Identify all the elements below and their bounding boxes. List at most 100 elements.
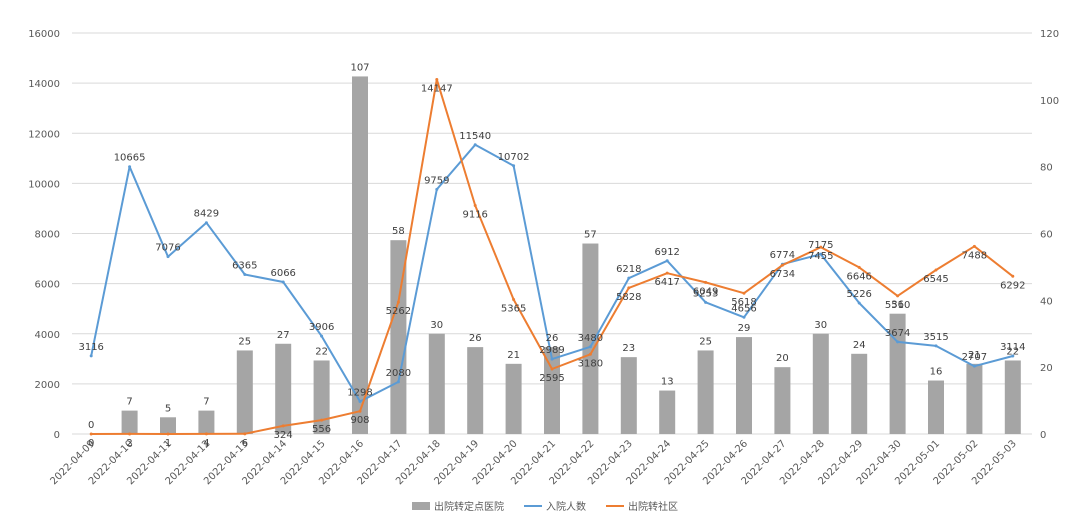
line-point — [89, 432, 93, 436]
line-point — [204, 221, 208, 225]
line-point — [857, 301, 861, 305]
line-point — [588, 345, 592, 349]
legend-label: 出院转定点医院 — [434, 500, 504, 513]
bar — [352, 76, 368, 435]
line-data-label: 7076 — [155, 243, 180, 254]
bar — [812, 333, 829, 434]
line-data-label: 6417 — [654, 277, 679, 288]
bar-data-label: 22 — [1006, 346, 1019, 357]
line-data-label: 6066 — [270, 268, 295, 279]
line-point — [128, 165, 132, 169]
line-data-label: 2595 — [539, 373, 564, 384]
line-point — [281, 424, 285, 428]
line-data-label: 7488 — [962, 250, 987, 261]
line-data-label: 0 — [88, 438, 94, 449]
line-data-label: 3480 — [578, 333, 603, 344]
line-point — [166, 255, 170, 259]
bar-data-label: 27 — [277, 330, 290, 341]
right-axis-tick-label: 20 — [1040, 363, 1053, 374]
line-point — [512, 164, 516, 168]
right-axis-tick-label: 60 — [1040, 230, 1053, 241]
line-data-label: 3180 — [578, 358, 603, 369]
line-data-label: 556 — [312, 424, 331, 435]
line-data-label: 8429 — [194, 209, 219, 220]
legend: 出院转定点医院 入院人数 出院转社区 — [412, 500, 678, 513]
right-axis-tick-label: 80 — [1040, 163, 1053, 174]
bar — [697, 350, 714, 434]
bar — [390, 240, 407, 434]
bar-data-label: 16 — [930, 367, 943, 378]
line-data-label: 5510 — [885, 300, 910, 311]
line-data-label: 6218 — [616, 264, 641, 275]
line-point — [857, 265, 861, 269]
bar-data-label: 21 — [507, 350, 520, 361]
line-point — [512, 298, 516, 302]
line-point — [243, 272, 247, 276]
bar — [1004, 360, 1021, 434]
bar — [620, 357, 637, 434]
bar — [659, 390, 676, 434]
line-series — [89, 77, 1015, 436]
right-axis-tick-label: 0 — [1040, 430, 1046, 441]
bar-data-label: 22 — [315, 346, 328, 357]
line-data-label: 6 — [242, 438, 248, 449]
line-data-label: 10702 — [498, 152, 530, 163]
line-point — [89, 354, 93, 358]
data-labels: 0757252722107583026212657231325292030243… — [78, 62, 1025, 449]
line-data-label: 11540 — [459, 131, 491, 142]
line-point — [1011, 274, 1015, 278]
legend-label: 出院转社区 — [628, 500, 678, 513]
line-point — [819, 245, 823, 249]
line-point — [473, 204, 477, 208]
line-point — [665, 271, 669, 275]
bar-data-label: 7 — [203, 397, 209, 408]
left-axis-tick-label: 16000 — [28, 29, 60, 40]
bar — [236, 350, 253, 434]
line-point — [166, 432, 170, 436]
line-point — [704, 280, 708, 284]
line-point — [358, 409, 362, 413]
left-axis-tick-label: 12000 — [28, 129, 60, 140]
line-data-label: 4 — [203, 438, 209, 449]
line-point — [358, 399, 362, 403]
legend-swatch-bar — [412, 502, 430, 510]
bar-data-label: 20 — [776, 353, 789, 364]
line-data-label: 5365 — [501, 304, 526, 315]
bar-data-label: 0 — [88, 420, 94, 431]
line-point — [435, 77, 439, 81]
bar-data-label: 24 — [853, 340, 866, 351]
line-data-label: 4656 — [731, 303, 756, 314]
line-data-label: 2 — [126, 438, 132, 449]
line-point — [704, 300, 708, 304]
bar-series — [121, 76, 1021, 435]
line-data-label: 3674 — [885, 328, 910, 339]
line-point — [742, 315, 746, 319]
line-point — [281, 280, 285, 284]
bar — [774, 367, 791, 434]
bar-data-label: 30 — [814, 320, 827, 331]
bar-data-label: 23 — [622, 343, 635, 354]
line-point — [320, 418, 324, 422]
line-data-label: 5226 — [846, 289, 871, 300]
line-point — [934, 344, 938, 348]
bar — [582, 243, 599, 434]
bar-data-label: 26 — [546, 333, 559, 344]
left-axis-tick-label: 0 — [54, 430, 60, 441]
bar-data-label: 29 — [738, 323, 751, 334]
line-data-label: 2989 — [539, 345, 564, 356]
bar-data-label: 26 — [469, 333, 482, 344]
line-point — [896, 294, 900, 298]
bar — [928, 380, 944, 434]
bar-data-label: 57 — [584, 230, 597, 241]
bar-data-label: 5 — [165, 403, 171, 414]
bar — [889, 313, 906, 434]
right-axis-tick-label: 40 — [1040, 296, 1053, 307]
line-data-label: 3515 — [923, 332, 948, 343]
line-point — [396, 380, 400, 384]
line-data-label: 2707 — [962, 352, 987, 363]
line-data-label: 3116 — [78, 342, 103, 353]
line-point — [435, 187, 439, 191]
bar-data-label: 21 — [968, 350, 981, 361]
bar-data-label: 25 — [699, 336, 712, 347]
